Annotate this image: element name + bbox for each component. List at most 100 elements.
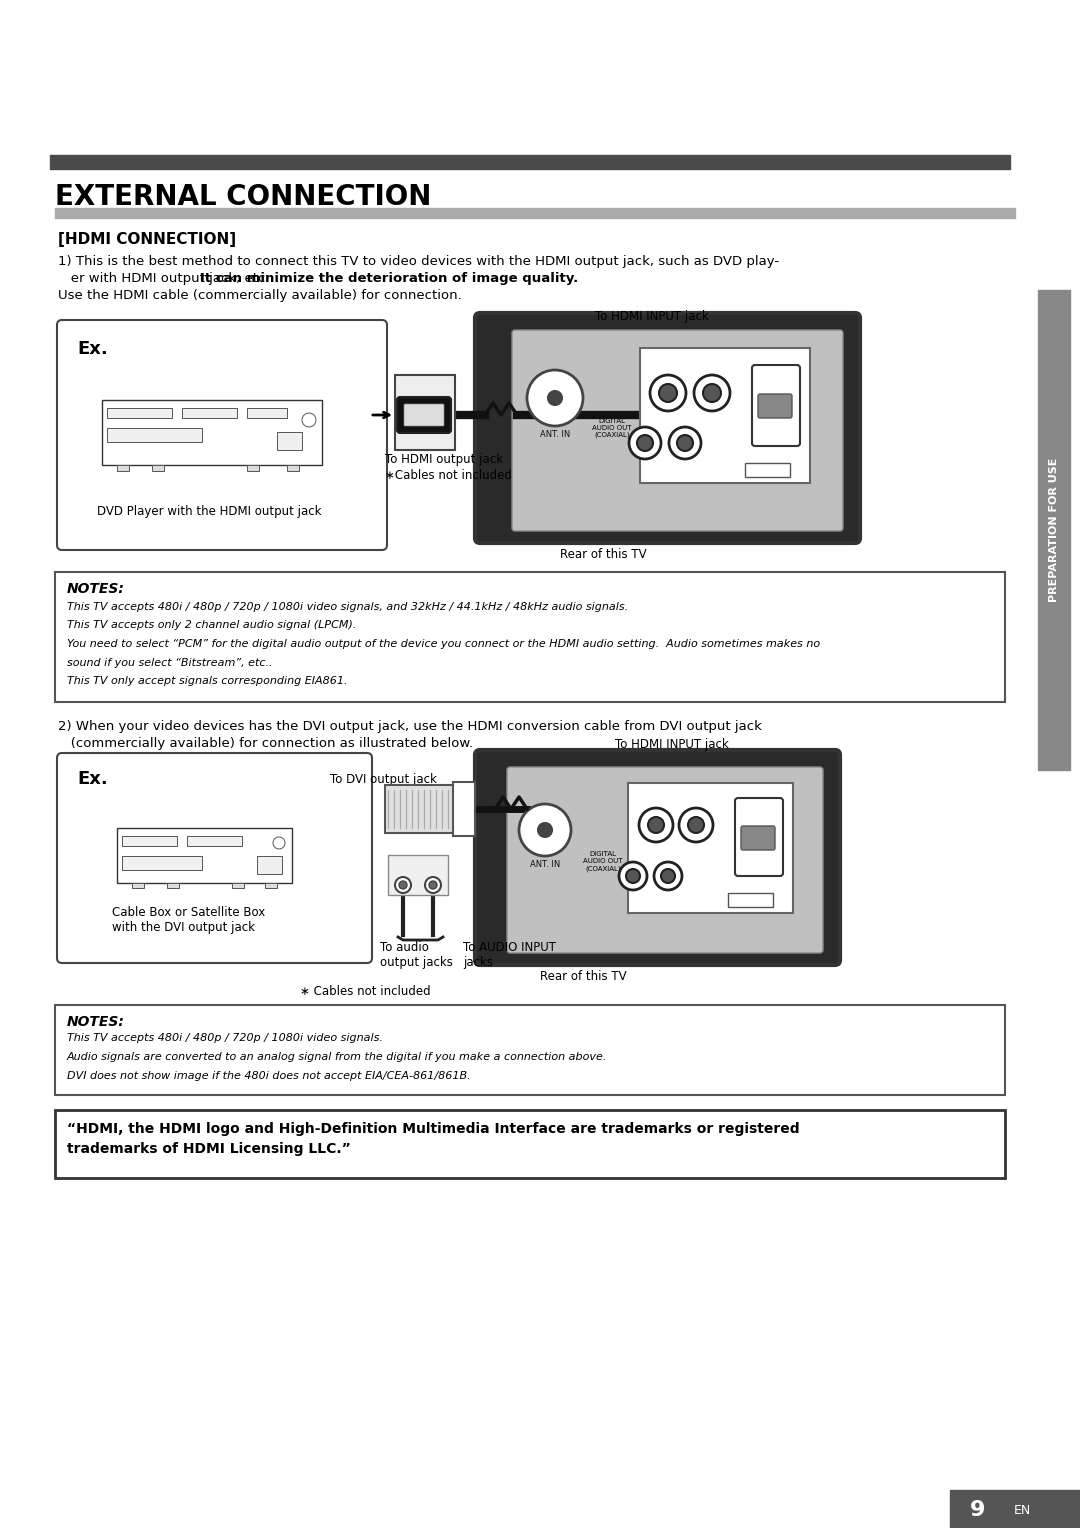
Text: AUDIO: AUDIO xyxy=(700,416,725,423)
FancyBboxPatch shape xyxy=(57,753,372,963)
Text: R: R xyxy=(662,461,667,471)
Text: ANT. IN: ANT. IN xyxy=(530,860,561,869)
Text: This TV accepts only 2 channel audio signal (LPCM).: This TV accepts only 2 channel audio sig… xyxy=(67,620,356,631)
FancyBboxPatch shape xyxy=(735,798,783,876)
Text: ANT. IN: ANT. IN xyxy=(540,429,570,439)
Circle shape xyxy=(677,435,693,451)
Text: You need to select “PCM” for the digital audio output of the device you connect : You need to select “PCM” for the digital… xyxy=(67,639,820,649)
Text: Use the HDMI cable (commercially available) for connection.: Use the HDMI cable (commercially availab… xyxy=(58,289,462,303)
Text: er with HDMI output jack, etc.: er with HDMI output jack, etc. xyxy=(58,272,273,286)
Bar xyxy=(276,432,302,451)
Circle shape xyxy=(639,808,673,842)
Text: This TV accepts 480i / 480p / 720p / 1080i video signals, and 32kHz / 44.1kHz / : This TV accepts 480i / 480p / 720p / 108… xyxy=(67,602,629,613)
Text: AUDIO OUT: AUDIO OUT xyxy=(647,416,689,423)
Text: PREPARATION FOR USE: PREPARATION FOR USE xyxy=(1049,458,1059,602)
Bar xyxy=(640,348,810,483)
Text: ∗ Cables not included: ∗ Cables not included xyxy=(300,986,431,998)
Circle shape xyxy=(548,391,562,405)
Circle shape xyxy=(669,426,701,458)
Text: with the DVI output jack: with the DVI output jack xyxy=(112,921,255,934)
Circle shape xyxy=(426,877,441,892)
Circle shape xyxy=(637,435,653,451)
Bar xyxy=(187,836,242,847)
Text: To HDMI INPUT jack: To HDMI INPUT jack xyxy=(615,738,729,750)
Bar xyxy=(50,154,1010,170)
Text: Rear of this TV: Rear of this TV xyxy=(561,549,647,561)
Text: AUDIO OUT: AUDIO OUT xyxy=(393,857,441,866)
Bar xyxy=(287,465,299,471)
Bar xyxy=(107,408,172,419)
Bar xyxy=(950,1490,1080,1528)
Circle shape xyxy=(629,426,661,458)
Circle shape xyxy=(302,413,316,426)
Bar xyxy=(152,465,164,471)
Bar xyxy=(55,571,1005,701)
Circle shape xyxy=(648,817,664,833)
Text: Audio signals are converted to an analog signal from the digital if you make a c: Audio signals are converted to an analog… xyxy=(67,1051,607,1062)
FancyBboxPatch shape xyxy=(397,397,451,432)
Circle shape xyxy=(703,384,721,402)
Circle shape xyxy=(650,374,686,411)
Circle shape xyxy=(654,862,681,889)
Text: HDMI: HDMI xyxy=(740,894,760,903)
Text: AUDIO: AUDIO xyxy=(684,845,708,854)
Text: HDMI IN: HDMI IN xyxy=(760,356,792,365)
Bar xyxy=(132,883,144,888)
Bar xyxy=(167,883,179,888)
FancyBboxPatch shape xyxy=(512,330,843,532)
Text: 9: 9 xyxy=(970,1500,986,1520)
Text: R: R xyxy=(702,461,707,471)
Text: HDMI: HDMI xyxy=(757,465,778,474)
Circle shape xyxy=(527,370,583,426)
Bar xyxy=(728,892,773,908)
Text: “HDMI, the HDMI logo and High-Definition Multimedia Interface are trademarks or : “HDMI, the HDMI logo and High-Definition… xyxy=(67,1122,799,1135)
Bar xyxy=(627,782,793,914)
Text: Ex.: Ex. xyxy=(77,770,108,788)
Text: It can minimize the deterioration of image quality.: It can minimize the deterioration of ima… xyxy=(200,272,578,286)
Text: To HDMI output jack: To HDMI output jack xyxy=(384,452,503,466)
Text: HDMI IN: HDMI IN xyxy=(743,788,773,798)
Text: output jacks: output jacks xyxy=(380,957,453,969)
Circle shape xyxy=(679,808,713,842)
Bar xyxy=(247,408,287,419)
Text: DIGITAL
AUDIO OUT
(COAXIAL): DIGITAL AUDIO OUT (COAXIAL) xyxy=(583,851,623,871)
FancyBboxPatch shape xyxy=(758,394,792,419)
Text: NOTES:: NOTES: xyxy=(67,1015,125,1028)
Bar xyxy=(122,836,177,847)
Text: Ex.: Ex. xyxy=(77,341,108,358)
Bar xyxy=(117,465,129,471)
Bar xyxy=(395,374,455,451)
Circle shape xyxy=(429,882,437,889)
Bar xyxy=(265,883,276,888)
Circle shape xyxy=(619,862,647,889)
Circle shape xyxy=(659,384,677,402)
Bar xyxy=(1038,290,1070,770)
FancyBboxPatch shape xyxy=(475,313,860,542)
Text: Cable Box or Satellite Box: Cable Box or Satellite Box xyxy=(112,906,266,918)
FancyBboxPatch shape xyxy=(741,827,775,850)
Text: This TV accepts 480i / 480p / 720p / 1080i video signals.: This TV accepts 480i / 480p / 720p / 108… xyxy=(67,1033,383,1044)
Bar xyxy=(384,785,455,833)
Text: L: L xyxy=(665,356,671,365)
Text: DVI does not show image if the 480i does not accept EIA/CEA-861/861B.: DVI does not show image if the 480i does… xyxy=(67,1071,471,1080)
Text: To audio: To audio xyxy=(380,941,429,953)
Circle shape xyxy=(538,824,552,837)
Circle shape xyxy=(273,837,285,850)
Text: R        L: R L xyxy=(393,869,424,879)
Bar xyxy=(55,1109,1005,1178)
Bar xyxy=(107,428,202,442)
Text: To AUDIO INPUT: To AUDIO INPUT xyxy=(463,941,556,953)
Text: This TV only accept signals corresponding EIA861.: This TV only accept signals correspondin… xyxy=(67,675,348,686)
Text: [HDMI CONNECTION]: [HDMI CONNECTION] xyxy=(58,232,237,248)
Text: DVI OUT: DVI OUT xyxy=(390,787,428,796)
Bar xyxy=(183,408,237,419)
Text: 1) This is the best method to connect this TV to video devices with the HDMI out: 1) This is the best method to connect th… xyxy=(58,255,779,267)
Circle shape xyxy=(694,374,730,411)
Text: DIGITAL
AUDIO OUT
(COAXIAL): DIGITAL AUDIO OUT (COAXIAL) xyxy=(592,419,632,439)
Text: L: L xyxy=(653,788,659,798)
Circle shape xyxy=(688,817,704,833)
Circle shape xyxy=(519,804,571,856)
Bar xyxy=(117,828,292,883)
Bar xyxy=(453,782,475,836)
Bar xyxy=(55,1005,1005,1096)
